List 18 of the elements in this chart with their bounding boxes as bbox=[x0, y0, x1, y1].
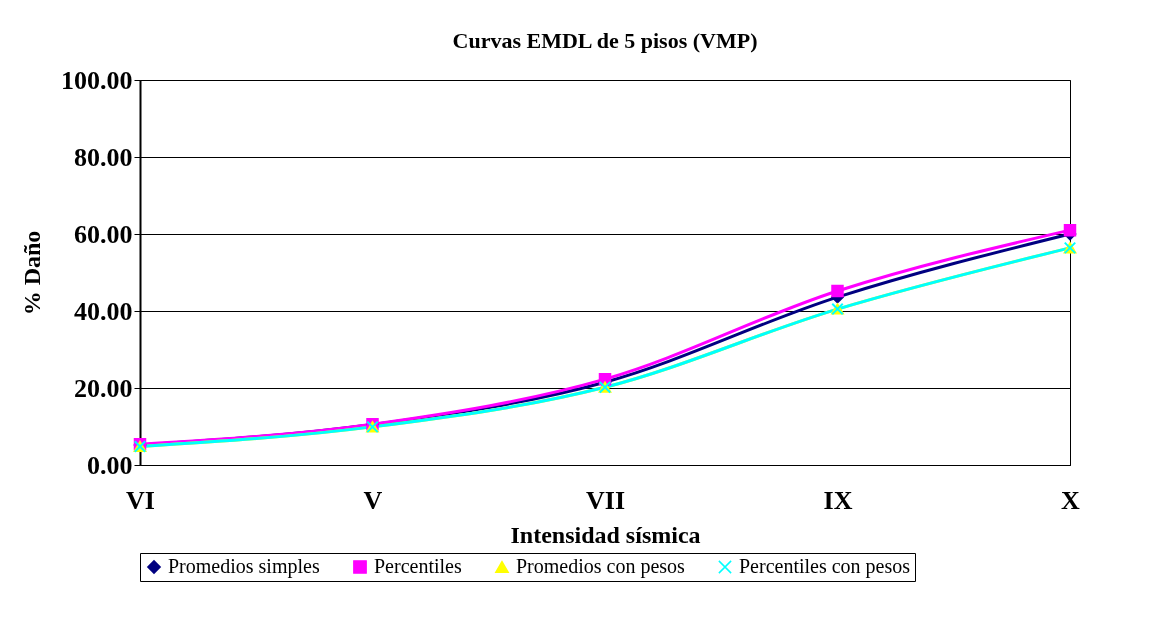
y-tick-label: 100.00 bbox=[61, 65, 133, 95]
y-tick-label: 80.00 bbox=[74, 142, 133, 172]
x-tick-label: VI bbox=[126, 485, 155, 515]
legend-label: Promedios simples bbox=[168, 555, 320, 578]
y-tick-label: 0.00 bbox=[87, 450, 133, 480]
y-axis-title: % Daño bbox=[19, 230, 45, 316]
legend-label: Percentiles bbox=[374, 555, 462, 577]
x-tick-label: VII bbox=[585, 485, 626, 515]
x-tick-label: X bbox=[1061, 485, 1081, 515]
y-tick-label: 20.00 bbox=[74, 373, 133, 403]
x-tick-label: IX bbox=[823, 485, 853, 515]
chart-title: Curvas EMDL de 5 pisos (VMP) bbox=[452, 28, 758, 53]
x-axis-title: Intensidad sísmica bbox=[510, 521, 701, 548]
legend-label: Percentiles con pesos bbox=[739, 555, 911, 578]
legend-label: Promedios con pesos bbox=[516, 555, 686, 578]
y-tick-label: 60.00 bbox=[74, 219, 133, 249]
y-tick-label: 40.00 bbox=[74, 296, 133, 326]
x-tick-label: V bbox=[363, 485, 383, 515]
